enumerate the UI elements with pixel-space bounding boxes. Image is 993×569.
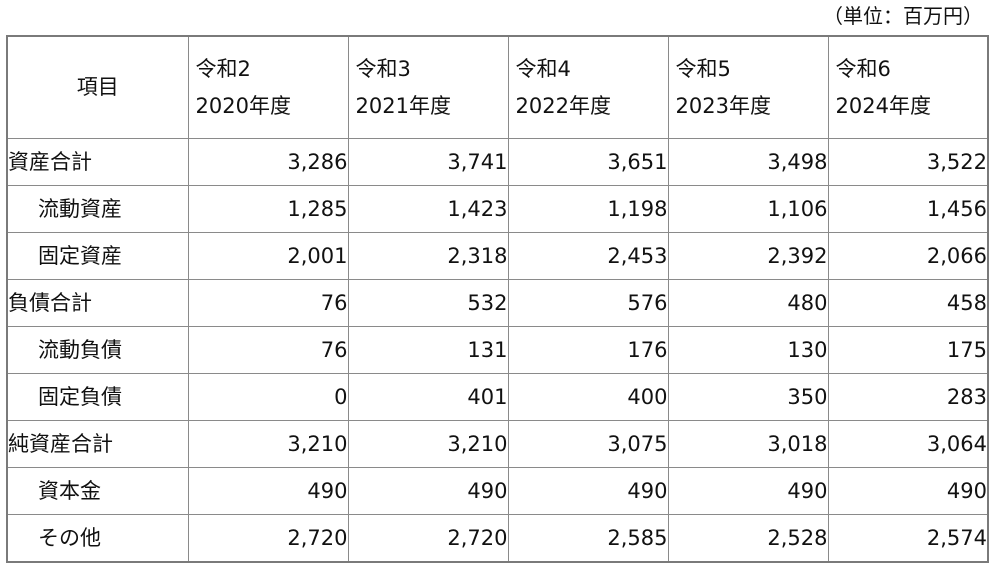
table-cell: 2,720	[347, 514, 509, 563]
table-cell: 2,453	[507, 232, 669, 280]
table-cell: 2,574	[827, 514, 989, 563]
unit-note: （単位：百万円）	[823, 4, 983, 28]
column-header-year: 令和3 2021年度	[347, 35, 509, 139]
table-cell: 490	[187, 467, 349, 515]
table-cell: 175	[827, 326, 989, 374]
fiscal-year-label: 2021年度	[355, 93, 451, 118]
table-cell: 532	[347, 279, 509, 327]
table-cell: 1,198	[507, 185, 669, 233]
table-cell: 490	[827, 467, 989, 515]
table-cell: 3,651	[507, 138, 669, 186]
era-label: 令和2	[195, 56, 251, 81]
row-label: 純資産合計	[6, 420, 189, 468]
table-cell: 283	[827, 373, 989, 421]
column-header-year: 令和2 2020年度	[187, 35, 349, 139]
table-cell: 2,318	[347, 232, 509, 280]
table-cell: 3,522	[827, 138, 989, 186]
table-row: 純資産合計 3,210 3,210 3,075 3,018 3,064	[6, 420, 989, 468]
table-cell: 1,423	[347, 185, 509, 233]
table-cell: 1,285	[187, 185, 349, 233]
era-label: 令和3	[355, 56, 411, 81]
table-row: 負債合計 76 532 576 480 458	[6, 279, 989, 327]
row-label: 固定資産	[6, 232, 189, 280]
table-cell: 3,286	[187, 138, 349, 186]
table-cell: 76	[187, 279, 349, 327]
column-header-year: 令和6 2024年度	[827, 35, 989, 139]
table-cell: 350	[667, 373, 829, 421]
table-cell: 490	[667, 467, 829, 515]
row-label: その他	[6, 514, 189, 563]
table-cell: 1,456	[827, 185, 989, 233]
table-cell: 3,498	[667, 138, 829, 186]
table-cell: 480	[667, 279, 829, 327]
table-cell: 2,066	[827, 232, 989, 280]
table-cell: 2,585	[507, 514, 669, 563]
table-cell: 2,392	[667, 232, 829, 280]
row-label: 資本金	[6, 467, 189, 515]
table-cell: 490	[507, 467, 669, 515]
fiscal-year-label: 2024年度	[835, 93, 931, 118]
table-cell: 1,106	[667, 185, 829, 233]
row-label: 流動負債	[6, 326, 189, 374]
table-row: 流動資産 1,285 1,423 1,198 1,106 1,456	[6, 185, 989, 233]
era-label: 令和4	[515, 56, 571, 81]
balance-sheet-table: 項目 令和2 2020年度 令和3 2021年度 令和4 2022年度 令和5 …	[6, 35, 989, 563]
table-cell: 3,075	[507, 420, 669, 468]
table-cell: 76	[187, 326, 349, 374]
row-label: 流動資産	[6, 185, 189, 233]
fiscal-year-label: 2022年度	[515, 93, 611, 118]
table-row: その他 2,720 2,720 2,585 2,528 2,574	[6, 514, 989, 563]
table-row: 資本金 490 490 490 490 490	[6, 467, 989, 515]
table-cell: 2,528	[667, 514, 829, 563]
era-label: 令和5	[675, 56, 731, 81]
table-cell: 2,720	[187, 514, 349, 563]
era-label: 令和6	[835, 56, 891, 81]
table-row: 固定資産 2,001 2,318 2,453 2,392 2,066	[6, 232, 989, 280]
column-header-year: 令和5 2023年度	[667, 35, 829, 139]
table-cell: 576	[507, 279, 669, 327]
table-cell: 490	[347, 467, 509, 515]
table-row: 流動負債 76 131 176 130 175	[6, 326, 989, 374]
table-cell: 400	[507, 373, 669, 421]
table-cell: 458	[827, 279, 989, 327]
row-label: 資産合計	[6, 138, 189, 186]
column-header-year: 令和4 2022年度	[507, 35, 669, 139]
table-row: 資産合計 3,286 3,741 3,651 3,498 3,522	[6, 138, 989, 186]
table-cell: 401	[347, 373, 509, 421]
fiscal-year-label: 2020年度	[195, 93, 291, 118]
table-cell: 3,741	[347, 138, 509, 186]
table-cell: 130	[667, 326, 829, 374]
row-label: 固定負債	[6, 373, 189, 421]
row-label: 負債合計	[6, 279, 189, 327]
table-cell: 2,001	[187, 232, 349, 280]
table-cell: 131	[347, 326, 509, 374]
table-cell: 3,018	[667, 420, 829, 468]
table-cell: 3,210	[187, 420, 349, 468]
table-row: 固定負債 0 401 400 350 283	[6, 373, 989, 421]
table-cell: 0	[187, 373, 349, 421]
table-cell: 3,064	[827, 420, 989, 468]
table-cell: 3,210	[347, 420, 509, 468]
column-header-item: 項目	[6, 35, 189, 139]
table-cell: 176	[507, 326, 669, 374]
fiscal-year-label: 2023年度	[675, 93, 771, 118]
header-row: 項目 令和2 2020年度 令和3 2021年度 令和4 2022年度 令和5 …	[6, 35, 989, 139]
